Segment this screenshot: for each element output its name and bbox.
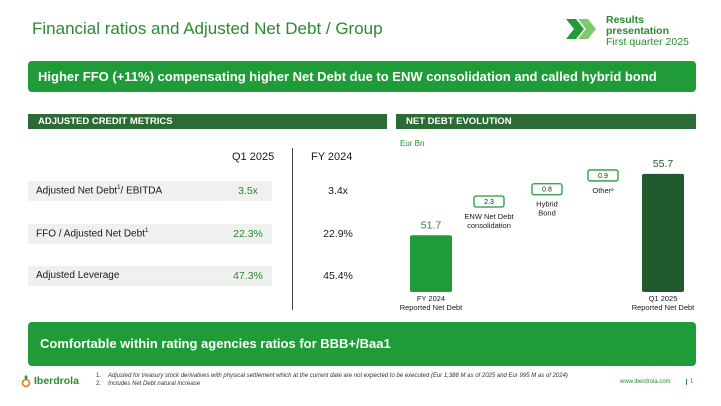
data-label: 0.9 <box>598 173 608 180</box>
bar-delta <box>473 195 505 208</box>
data-label: 55.7 <box>653 158 674 170</box>
metric-value-fy: 3.4x <box>328 185 348 197</box>
metrics-row-bg <box>28 266 272 286</box>
logo-line-1: Results <box>606 14 644 26</box>
category-label: FY 2024 <box>417 294 445 303</box>
results-logo-icon <box>566 19 596 39</box>
data-label: 51.7 <box>421 219 442 231</box>
iberdrola-logo-icon <box>21 375 31 388</box>
metric-value-q1: 47.3% <box>233 270 263 282</box>
category-label: Other² <box>592 186 614 195</box>
footnote: 1. Adjusted for treasury stock derivative… <box>96 373 568 379</box>
metric-value-q1: 22.3% <box>233 228 263 240</box>
bar-delta <box>587 169 619 182</box>
website-link[interactable]: www.iberdrola.com <box>620 379 671 385</box>
net-debt-section-header: NET DEBT EVOLUTION <box>396 114 696 129</box>
metrics-row-bg <box>28 181 272 201</box>
headline-banner: Higher FFO (+11%) compensating higher Ne… <box>28 61 696 92</box>
category-label: consolidation <box>467 221 511 230</box>
column-divider <box>292 148 293 310</box>
footnotes: 1. Adjusted for treasury stock derivative… <box>96 372 568 388</box>
unit-label: Eur Bn <box>400 139 424 148</box>
logo-line-2: presentation <box>606 25 670 37</box>
bar-total <box>642 173 684 292</box>
column-header-fy: FY 2024 <box>311 151 353 163</box>
metric-label: Adjusted Leverage <box>36 270 120 281</box>
bar-total <box>410 235 452 292</box>
metrics-row-bg <box>28 224 272 244</box>
page-title: Financial ratios and Adjusted Net Debt /… <box>32 19 383 38</box>
metric-value-q1: 3.5x <box>238 185 258 197</box>
category-label: Bond <box>538 209 556 218</box>
category-label: ENW Net Debt <box>464 212 514 221</box>
category-label: Reported Net Debt <box>400 303 463 312</box>
metric-label: Adjusted Net Debt1/ EBITDA <box>36 185 163 197</box>
metrics-section-header: ADJUSTED CREDIT METRICS <box>28 114 387 129</box>
bar-delta <box>531 183 563 196</box>
metric-label: FFO / Adjusted Net Debt1 <box>36 228 149 240</box>
category-label: Q1 2025 <box>649 294 678 303</box>
column-header-q1: Q1 2025 <box>232 151 275 163</box>
category-label: Hybrid <box>536 200 558 209</box>
metric-value-fy: 22.9% <box>323 228 353 240</box>
conclusion-banner: Comfortable within rating agencies ratio… <box>28 322 696 366</box>
metric-value-fy: 45.4% <box>323 270 353 282</box>
page-number: 1 <box>686 379 693 385</box>
category-label: Reported Net Debt <box>632 303 695 312</box>
logo-line-3: First quarter 2025 <box>606 36 689 48</box>
logo-text: Results presentation First quarter 2025 <box>606 15 689 48</box>
data-label: 0.8 <box>542 187 552 194</box>
footnote: 2. Includes Net Debt natural increase <box>96 381 201 387</box>
brand-name: Iberdrola <box>34 375 79 387</box>
data-label: 2.3 <box>484 199 494 206</box>
